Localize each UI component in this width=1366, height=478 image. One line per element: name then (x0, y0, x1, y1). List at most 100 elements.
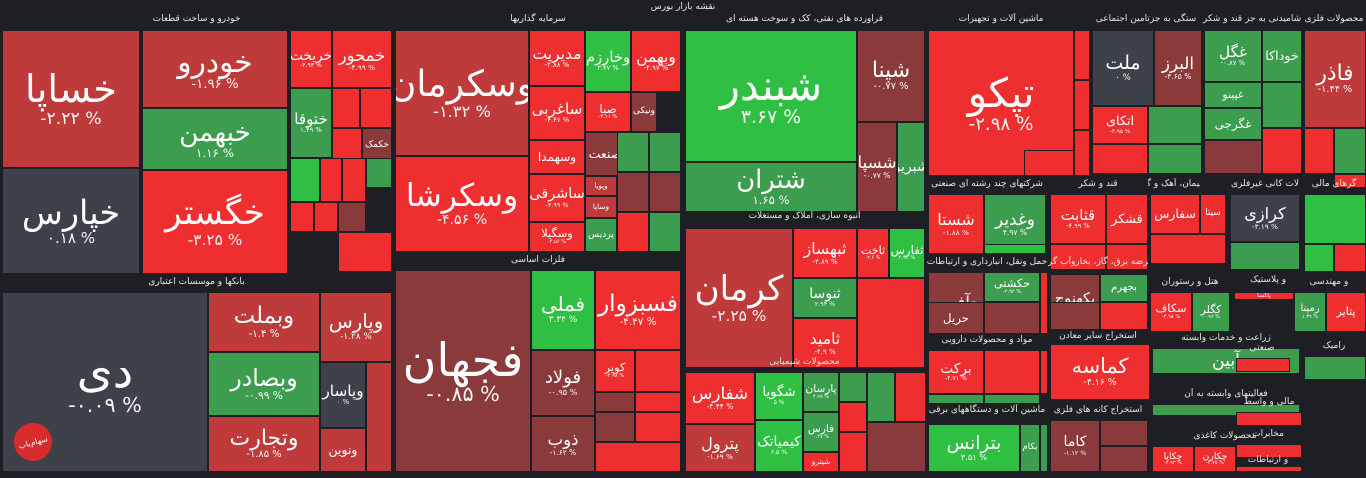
stock-tile[interactable] (1074, 30, 1090, 80)
stock-tile[interactable]: وسکرمان -۱.۳۲ % (395, 30, 529, 156)
stock-tile[interactable] (649, 132, 681, 172)
stock-tile[interactable]: خبهمن ۱.۱۶ % (142, 108, 288, 170)
stock-tile[interactable]: وپویا (585, 176, 617, 196)
stock-tile[interactable] (1262, 82, 1302, 128)
stock-tile[interactable]: برکت -۴.۷۱ % (928, 350, 984, 394)
stock-tile[interactable] (1040, 350, 1048, 394)
stock-tile[interactable]: ثاخت -۲.۶ % (857, 228, 889, 278)
stock-tile[interactable]: سفارس (1150, 194, 1200, 234)
stock-tile[interactable]: وخارزم ۳.۴۷ % (585, 30, 631, 92)
stock-tile[interactable]: وبهمن -۴.۹۷ % (631, 30, 681, 92)
stock-tile[interactable]: سکاف -۴.۹۸ % (1150, 292, 1192, 332)
stock-tile[interactable]: ثفارس ۴.۹۴ % (889, 228, 925, 278)
stock-tile[interactable] (984, 350, 1040, 394)
stock-tile[interactable] (1334, 244, 1366, 272)
stock-tile[interactable]: غپینو (1204, 82, 1262, 108)
stock-tile[interactable] (1050, 302, 1100, 330)
stock-tile[interactable] (1074, 80, 1090, 130)
stock-tile[interactable]: قثابت -۴.۹۹ % (1050, 194, 1106, 244)
stock-tile[interactable] (1236, 412, 1302, 426)
stock-tile[interactable] (839, 372, 867, 402)
stock-tile[interactable] (1092, 144, 1148, 174)
stock-tile[interactable] (320, 158, 342, 202)
stock-tile[interactable]: اتکای -۴.۹۵ % (1092, 106, 1148, 144)
stock-tile[interactable] (867, 372, 895, 422)
stock-tile[interactable]: وبصادر -۰.۹۹ % (208, 352, 320, 416)
stock-tile[interactable] (984, 394, 1040, 404)
stock-tile[interactable]: پردیس (585, 218, 617, 252)
stock-tile[interactable]: شیترو (803, 452, 839, 472)
stock-tile[interactable] (366, 362, 392, 472)
stock-tile[interactable] (1100, 302, 1148, 330)
stock-tile[interactable]: چکاپا -۴.۹۳ % (1152, 446, 1194, 472)
stock-tile[interactable] (928, 394, 984, 404)
stock-tile[interactable] (867, 422, 926, 472)
stock-tile[interactable]: کگلر -۰.۹۶ % (1192, 292, 1230, 332)
stock-tile[interactable]: فسبزوار -۴.۴۷ % (595, 270, 681, 350)
stock-tile[interactable]: ونوین (320, 428, 366, 472)
stock-tile[interactable] (617, 212, 649, 252)
stock-tile[interactable]: ختوقا ۱.۴۹ % (290, 88, 332, 158)
stock-tile[interactable] (1040, 424, 1048, 472)
stock-tile[interactable]: بجهرم (1100, 274, 1148, 302)
stock-tile[interactable]: قشکر (1106, 194, 1148, 244)
stock-tile[interactable] (1150, 234, 1226, 264)
stock-tile[interactable] (635, 412, 681, 442)
stock-tile[interactable]: کماسه -۴.۱۶ % (1050, 344, 1150, 400)
stock-tile[interactable]: وسگیلا -۴.۵۶ % (529, 222, 585, 252)
stock-tile[interactable] (1024, 150, 1074, 176)
stock-tile[interactable]: شبندر ۳.۶۷ % (685, 30, 857, 162)
stock-tile[interactable] (595, 412, 635, 442)
stock-tile[interactable]: کیمیاتک ۶.۵ % (755, 420, 803, 472)
stock-tile[interactable]: غگل -۰.۸۷ % (1204, 30, 1262, 82)
stock-tile[interactable]: وپارس -۱.۲۸ % (320, 292, 392, 362)
stock-tile[interactable]: خساپا -۲.۲۲ % (2, 30, 140, 168)
stock-tile[interactable] (895, 372, 926, 422)
stock-tile[interactable]: صبا -۴.۱۱ % (585, 92, 631, 132)
stock-tile[interactable] (839, 402, 867, 432)
stock-tile[interactable] (617, 132, 649, 172)
stock-tile[interactable] (1304, 128, 1334, 174)
stock-tile[interactable] (342, 158, 366, 202)
stock-tile[interactable]: چکارن -۴.۷۵ % (1194, 446, 1236, 472)
stock-tile[interactable] (1236, 358, 1290, 372)
stock-tile[interactable] (839, 432, 867, 472)
stock-tile[interactable] (1100, 446, 1148, 472)
stock-tile[interactable]: وپاسار ۰ % (320, 362, 366, 428)
stock-tile[interactable] (595, 442, 681, 472)
stock-tile[interactable]: غگرجی (1204, 108, 1262, 140)
stock-tile[interactable] (338, 202, 366, 232)
stock-tile[interactable]: فولاد -۰.۹۵ % (531, 350, 595, 416)
stock-tile[interactable]: سیتا (1200, 194, 1226, 234)
stock-tile[interactable] (649, 172, 681, 212)
stock-tile[interactable]: پترول -۱.۶۹ % (685, 424, 755, 472)
stock-tile[interactable]: مدیریت -۴.۸۸ % (529, 30, 585, 86)
stock-tile[interactable] (984, 244, 1046, 254)
stock-tile[interactable] (332, 88, 360, 128)
stock-tile[interactable]: کرازی -۴.۱۹ % (1230, 194, 1300, 242)
stock-tile[interactable] (1262, 128, 1302, 174)
stock-tile[interactable] (635, 392, 681, 412)
stock-tile[interactable]: پاکسا (1234, 292, 1294, 300)
stock-tile[interactable] (290, 158, 320, 202)
stock-tile[interactable]: شفارس -۴.۴۴ % (685, 372, 755, 424)
stock-tile[interactable]: شتران ۱.۶۵ % (685, 162, 857, 212)
stock-tile[interactable]: خپارس ۰.۱۸ % (2, 168, 140, 274)
stock-tile[interactable]: وتجارت -۱.۸۵ % (208, 416, 320, 472)
stock-tile[interactable] (984, 302, 1040, 334)
stock-tile[interactable] (1106, 244, 1148, 270)
stock-tile[interactable] (1334, 128, 1366, 174)
stock-tile[interactable]: فارس ۰.۴۷ % (803, 412, 839, 452)
stock-tile[interactable] (290, 202, 314, 232)
stock-tile[interactable]: خریخت -۴.۹۳ % (290, 30, 332, 88)
stock-tile[interactable] (360, 88, 392, 128)
stock-tile[interactable]: شسپا -۰.۷۷ % (857, 122, 897, 212)
stock-tile[interactable]: بکام (1020, 424, 1040, 472)
stock-tile[interactable]: خمحور -۴.۹۹ % (332, 30, 392, 88)
stock-tile[interactable]: ساشرقی -۴.۹۹ % (529, 174, 585, 222)
stock-tile[interactable]: فاذر -۱.۴۴ % (1304, 30, 1366, 128)
stock-tile[interactable] (1236, 466, 1302, 472)
stock-tile[interactable] (1230, 242, 1300, 270)
stock-tile[interactable] (1304, 356, 1366, 380)
stock-tile[interactable]: خگستر -۳.۲۵ % (142, 170, 288, 274)
